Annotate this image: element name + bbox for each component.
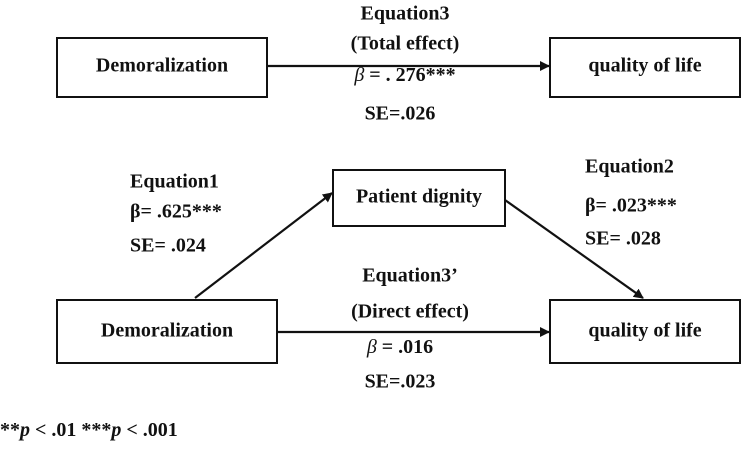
node-label: Demoralization bbox=[96, 55, 228, 77]
footnote: **p < .01 ***p < .001 bbox=[0, 419, 178, 441]
footnote-part: < .001 bbox=[121, 419, 177, 441]
node-label: Patient dignity bbox=[356, 186, 482, 208]
node-label: quality of life bbox=[588, 320, 701, 342]
path-equation: Equation1 bbox=[130, 171, 219, 193]
path-beta: β = . 276*** bbox=[353, 64, 455, 86]
path-beta: β= .625*** bbox=[130, 201, 222, 223]
path-se: SE= .024 bbox=[130, 235, 206, 257]
footnote-part: p bbox=[18, 419, 30, 441]
beta-value: = . 276*** bbox=[364, 64, 455, 86]
footnote-part: p bbox=[109, 419, 121, 441]
path-se: SE=.023 bbox=[365, 371, 436, 393]
footnote-part: ** bbox=[0, 419, 20, 441]
footnote-part: < .01 *** bbox=[30, 419, 111, 441]
beta-value: = .016 bbox=[377, 336, 433, 358]
node-box bbox=[549, 299, 741, 364]
path-effect: (Direct effect) bbox=[351, 301, 469, 323]
node-box bbox=[56, 37, 268, 98]
beta-symbol: β bbox=[353, 64, 364, 86]
path-beta: β= .023*** bbox=[585, 195, 677, 217]
node-box bbox=[332, 169, 506, 227]
path-beta: β = .016 bbox=[366, 336, 433, 358]
node-label: quality of life bbox=[588, 55, 701, 77]
beta-symbol: β bbox=[366, 336, 377, 358]
path-se: SE= .028 bbox=[585, 228, 661, 250]
path-effect: (Total effect) bbox=[351, 33, 460, 55]
arrow bbox=[194, 192, 333, 299]
node-label: Demoralization bbox=[101, 320, 233, 342]
node-box bbox=[549, 37, 741, 98]
path-equation: Equation2 bbox=[585, 156, 674, 178]
arrow bbox=[504, 199, 644, 299]
path-equation: Equation3 bbox=[361, 3, 450, 25]
path-se: SE=.026 bbox=[365, 103, 436, 125]
path-equation: Equation3’ bbox=[362, 265, 458, 287]
